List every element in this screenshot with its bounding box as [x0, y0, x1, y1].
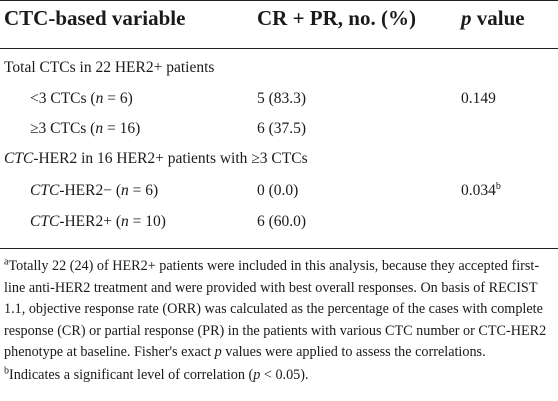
table-row-label: ≥3 CTCs (n = 16)	[30, 120, 140, 138]
section-title-italic: CTC	[4, 150, 34, 167]
row-label-italic: CTC	[30, 213, 60, 230]
row-label-n: n	[95, 90, 104, 107]
row-label-text: ≥3 CTCs (	[30, 120, 96, 137]
footnote-a-text-end: values were applied to assess the correl…	[221, 344, 486, 360]
row-p-value: 0.149	[461, 90, 496, 107]
section-title-text: -HER2 in 16 HER2+ patients with ≥3 CTCs	[33, 150, 308, 167]
footnote-b-italic: p	[253, 367, 261, 383]
row-p-footnote-mark: b	[495, 180, 501, 192]
row-label-n: n	[121, 182, 129, 199]
footnote-a-text: Totally 22 (24) of HER2+ patients were i…	[4, 258, 547, 360]
footnote-b-text: Indicates a significant level of correla…	[9, 367, 254, 383]
row-label-n: n	[95, 120, 104, 137]
row-response-value: 5 (83.3)	[257, 90, 307, 107]
header-p-italic: p	[461, 6, 472, 30]
footnote-a-mark: a	[4, 256, 9, 268]
row-label-italic: CTC	[30, 182, 60, 199]
section-title: CTC-HER2 in 16 HER2+ patients with ≥3 CT…	[4, 150, 308, 168]
footnote-b-text-end: < 0.05).	[260, 367, 309, 383]
row-response-value: 6 (37.5)	[257, 120, 307, 137]
row-label-count: = 6)	[128, 182, 159, 199]
footnote-b-mark: b	[4, 365, 9, 377]
table-row-label: CTC-HER2− (n = 6)	[30, 182, 158, 200]
table-row-label: CTC-HER2+ (n = 10)	[30, 213, 166, 231]
header-p-value: p value	[461, 6, 525, 31]
footnote-a: aTotally 22 (24) of HER2+ patients were …	[4, 256, 556, 364]
table-top-rule	[0, 0, 558, 1]
row-label-text: -HER2+ (	[59, 213, 122, 230]
footnote-b: bIndicates a significant level of correl…	[4, 365, 556, 387]
section-title-text: Total CTCs in 22 HER2+ patients	[4, 59, 215, 76]
header-response: CR + PR, no. (%)	[257, 6, 416, 30]
row-label-count: = 10)	[128, 213, 166, 230]
row-label-count: = 16)	[103, 120, 141, 137]
row-label-text: <3 CTCs (	[30, 90, 96, 107]
table-row-label: <3 CTCs (n = 6)	[30, 90, 133, 108]
table-bottom-rule	[0, 248, 558, 249]
row-p-number: 0.034	[461, 182, 496, 199]
header-p-rest: value	[471, 6, 525, 30]
row-label-count: = 6)	[103, 90, 133, 107]
row-label-text: -HER2− (	[59, 182, 122, 199]
header-rule	[0, 48, 558, 49]
header-variable: CTC-based variable	[4, 6, 186, 30]
row-response-value: 0 (0.0)	[257, 182, 299, 199]
row-response-value: 6 (60.0)	[257, 213, 307, 230]
section-title: Total CTCs in 22 HER2+ patients	[4, 59, 214, 77]
row-p-value: 0.034b	[461, 180, 501, 200]
row-label-n: n	[121, 213, 129, 230]
footnote-a-italic: p	[214, 344, 222, 360]
